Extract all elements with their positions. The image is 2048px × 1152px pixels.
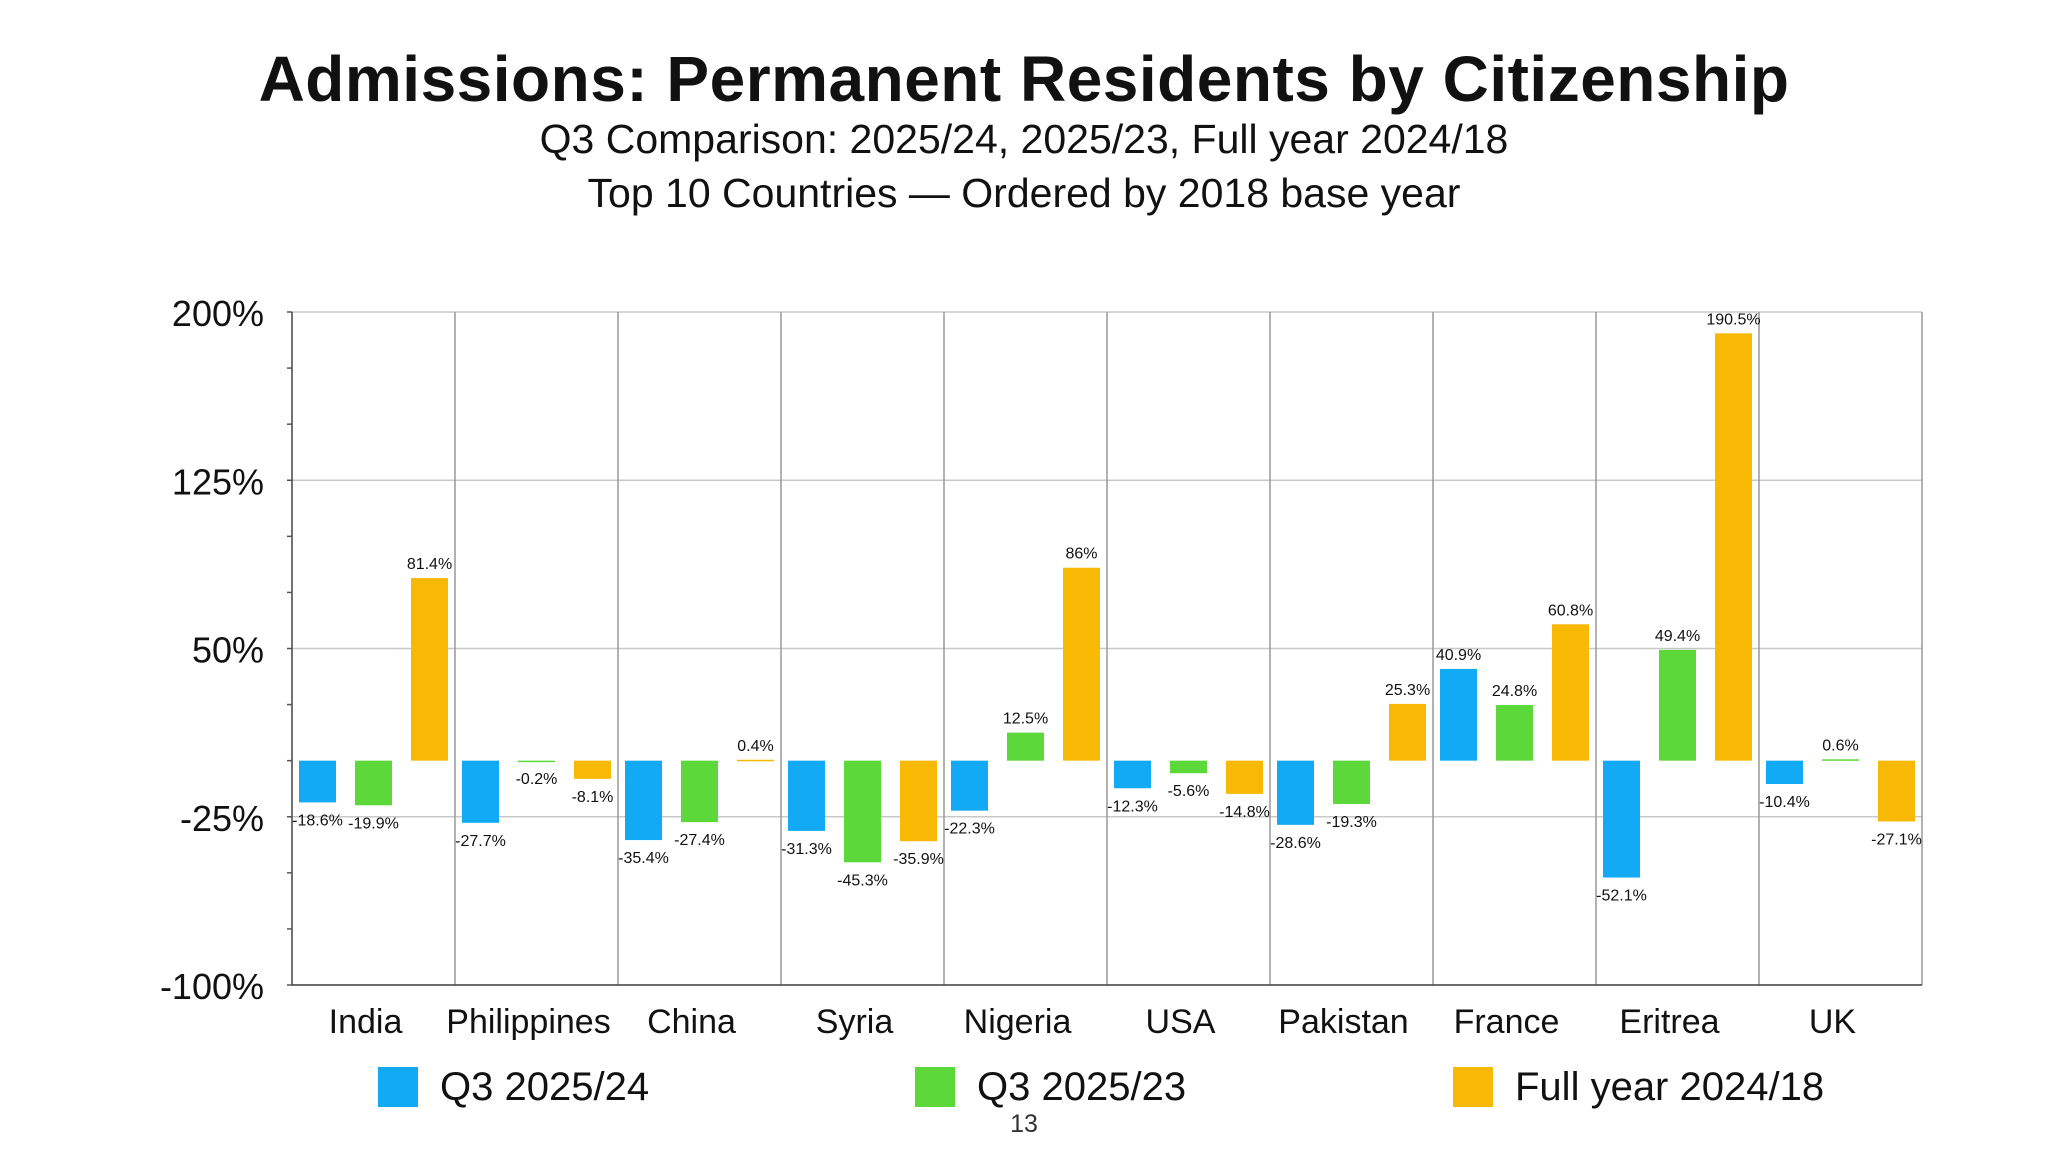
bar xyxy=(737,759,774,762)
bar xyxy=(1659,649,1696,761)
legend-swatch xyxy=(378,1067,418,1107)
bar xyxy=(1389,703,1426,761)
bar xyxy=(1007,732,1044,761)
y-tick-label: 50% xyxy=(192,630,264,671)
legend-label: Q3 2025/23 xyxy=(977,1064,1187,1109)
data-label: -14.8% xyxy=(1219,804,1270,821)
x-axis: India Philippines China Syria Nigeria USA Paki… xyxy=(329,1003,1857,1041)
data-label: 24.8% xyxy=(1492,683,1537,700)
bar xyxy=(1114,760,1151,789)
bar xyxy=(844,760,881,863)
bar xyxy=(1333,760,1370,804)
bar xyxy=(1063,567,1100,761)
data-label: -18.6% xyxy=(292,812,343,829)
chart-title: Admissions: Permanent Residents by Citiz… xyxy=(258,43,1790,115)
data-label: 49.4% xyxy=(1655,628,1700,645)
bar xyxy=(951,760,988,811)
data-label: -35.4% xyxy=(618,850,669,867)
bar xyxy=(1496,705,1533,761)
y-axis: -100% -25% 50% 125% 200% xyxy=(160,293,292,1007)
x-tick-label: Syria xyxy=(816,1003,894,1041)
y-tick-label: -100% xyxy=(160,966,264,1007)
data-label: -19.3% xyxy=(1326,814,1377,831)
bar xyxy=(1822,759,1859,761)
x-tick-label: UK xyxy=(1809,1003,1857,1041)
bar xyxy=(1277,760,1314,825)
x-tick-label: Philippines xyxy=(446,1003,610,1041)
legend-label: Q3 2025/24 xyxy=(440,1064,650,1109)
data-label: -22.3% xyxy=(944,821,995,838)
bar xyxy=(1878,760,1915,822)
data-label: -45.3% xyxy=(837,872,888,889)
legend-swatch xyxy=(1453,1067,1493,1107)
data-label: -5.6% xyxy=(1168,783,1210,800)
bar xyxy=(355,760,392,806)
bar xyxy=(1552,624,1589,761)
data-label: -10.4% xyxy=(1759,794,1810,811)
bars xyxy=(299,333,1915,878)
legend-label: Full year 2024/18 xyxy=(1515,1064,1825,1109)
y-tick-label: 125% xyxy=(172,461,264,502)
chart-subtitle-line-2: Top 10 Countries — Ordered by 2018 base … xyxy=(587,170,1461,216)
page-number: 13 xyxy=(1010,1110,1038,1138)
x-tick-label: Pakistan xyxy=(1278,1003,1408,1041)
legend-item-q3-2025-24: Q3 2025/24 xyxy=(378,1065,649,1109)
data-label: 0.6% xyxy=(1822,737,1858,754)
bar xyxy=(900,760,937,842)
data-label: 81.4% xyxy=(407,556,452,573)
data-label: -27.4% xyxy=(674,832,725,849)
grid-lines xyxy=(291,311,1923,986)
data-label: -27.7% xyxy=(455,833,506,850)
data-label: -35.9% xyxy=(893,851,944,868)
bar xyxy=(1226,760,1263,794)
data-label: -12.3% xyxy=(1107,798,1158,815)
legend-swatch xyxy=(915,1067,955,1107)
x-tick-label: India xyxy=(329,1003,403,1041)
data-label: 86% xyxy=(1065,546,1097,563)
data-label: 60.8% xyxy=(1548,602,1593,619)
data-label: 190.5% xyxy=(1706,311,1760,328)
data-label: -52.1% xyxy=(1596,888,1647,905)
bar xyxy=(625,760,662,841)
bar xyxy=(1440,668,1477,761)
bar xyxy=(462,760,499,823)
legend-item-q3-2025-23: Q3 2025/23 xyxy=(915,1065,1186,1109)
data-label: -31.3% xyxy=(781,841,832,858)
data-label: -28.6% xyxy=(1270,835,1321,852)
data-label: 40.9% xyxy=(1436,647,1481,664)
bar xyxy=(1715,333,1752,761)
y-tick-label: 200% xyxy=(172,293,264,334)
data-labels: -18.6% -19.9%81.4%-27.7%-0.2%-8.1%-35.4%-… xyxy=(292,311,1922,904)
data-label: -0.2% xyxy=(516,771,558,788)
bar xyxy=(1766,760,1803,784)
x-tick-label: China xyxy=(647,1003,736,1041)
x-tick-label: Nigeria xyxy=(964,1003,1072,1041)
x-tick-label: USA xyxy=(1146,1003,1216,1041)
y-tick-label: -25% xyxy=(180,798,264,839)
x-tick-label: France xyxy=(1454,1003,1560,1041)
x-tick-label: Eritrea xyxy=(1619,1003,1719,1041)
bar xyxy=(681,760,718,823)
bar xyxy=(1603,760,1640,878)
bar xyxy=(299,760,336,803)
data-label: -27.1% xyxy=(1871,831,1922,848)
bar xyxy=(411,578,448,761)
data-label: 12.5% xyxy=(1003,711,1048,728)
chart-subtitle-line-1: Q3 Comparison: 2025/24, 2025/23, Full ye… xyxy=(539,116,1509,162)
data-label: 0.4% xyxy=(737,738,773,755)
bar xyxy=(574,760,611,779)
data-label: 25.3% xyxy=(1385,682,1430,699)
legend-item-full-year-2024-18: Full year 2024/18 xyxy=(1453,1065,1824,1109)
bar xyxy=(1170,760,1207,774)
data-label: -8.1% xyxy=(572,789,614,806)
bar xyxy=(518,760,555,763)
bar xyxy=(788,760,825,831)
data-label: -19.9% xyxy=(348,815,399,832)
